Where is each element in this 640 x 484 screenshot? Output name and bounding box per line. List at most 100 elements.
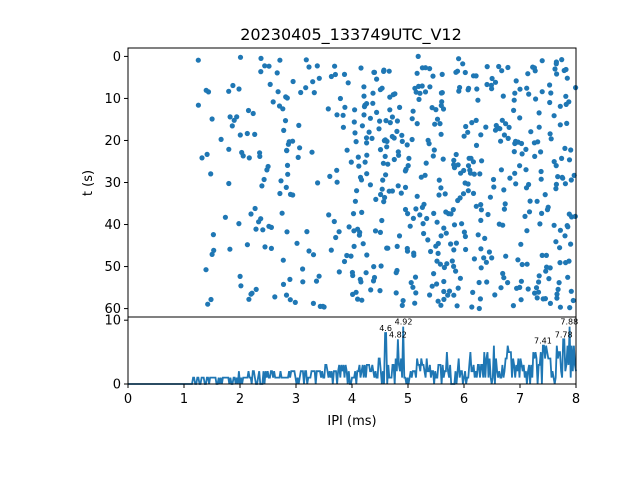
scatter-point (568, 288, 574, 294)
scatter-point (351, 243, 357, 249)
scatter-point (400, 298, 406, 304)
scatter-point (377, 87, 383, 93)
scatter-point (385, 161, 391, 167)
scatter-point (331, 218, 337, 225)
scatter-point (275, 89, 281, 95)
scatter-point (511, 97, 517, 103)
scatter-point (295, 154, 301, 160)
scatter-point (438, 90, 444, 96)
scatter-point (453, 151, 459, 158)
scatter-point (310, 79, 316, 85)
scatter-point (539, 210, 545, 216)
scatter-point (436, 192, 442, 198)
scatter-point (563, 66, 569, 73)
scatter-point (487, 194, 493, 200)
scatter-point (304, 229, 310, 235)
scatter-point (524, 85, 530, 91)
peak-label: 7.88 (560, 318, 578, 327)
scatter-point (398, 190, 404, 196)
peak-label: 4.82 (389, 330, 407, 339)
scatter-point (360, 241, 366, 247)
scatter-point (316, 75, 322, 81)
scatter-point (474, 86, 480, 92)
scatter-point (410, 284, 416, 290)
scatter-point (351, 119, 357, 125)
scatter-point (229, 123, 235, 129)
scatter-point (533, 96, 539, 102)
scatter-point (370, 100, 376, 106)
x-tick-label: 8 (572, 392, 580, 407)
scatter-point (391, 156, 397, 163)
scatter-point (547, 131, 553, 137)
scatter-point (538, 176, 544, 182)
scatter-point (237, 132, 243, 138)
scatter-point (473, 142, 480, 148)
scatter-point (461, 133, 467, 139)
scatter-point (408, 280, 414, 286)
x-axis-label: IPI (ms) (327, 414, 376, 429)
scatter-point (195, 57, 201, 63)
scatter-point (290, 78, 296, 85)
x-tick-label: 5 (404, 392, 412, 407)
scatter-point (369, 135, 375, 141)
scatter-point (570, 297, 576, 304)
scatter-point (361, 112, 367, 118)
top-y-ticks: 0 10 20 30 40 50 60 (104, 50, 128, 317)
scatter-point (499, 68, 505, 74)
scatter-point (311, 90, 317, 96)
scatter-point (383, 118, 389, 124)
scatter-point (326, 212, 332, 218)
scatter-point (459, 221, 465, 227)
scatter-point (417, 212, 423, 218)
scatter-point (404, 245, 410, 252)
scatter-point (341, 71, 348, 77)
scatter-point (557, 304, 564, 310)
scatter-point (437, 121, 443, 127)
scatter-point (285, 141, 291, 147)
scatter-point (332, 63, 338, 69)
scatter-point (237, 273, 243, 279)
scatter-point (358, 279, 364, 285)
scatter-point (363, 135, 370, 141)
scatter-point (568, 177, 574, 183)
y-tick-label: 0 (113, 378, 121, 393)
scatter-point (557, 260, 563, 266)
peak-label: 4.92 (395, 318, 413, 327)
scatter-point (240, 153, 246, 159)
scatter-point (451, 263, 457, 269)
scatter-point (230, 82, 236, 89)
scatter-point (524, 228, 530, 234)
scatter-point (382, 194, 388, 201)
scatter-point (344, 147, 350, 153)
scatter-point (363, 270, 369, 276)
scatter-point (306, 248, 312, 254)
scatter-point (525, 71, 531, 77)
scatter-point (438, 131, 444, 137)
scatter-point (482, 235, 488, 241)
scatter-point (395, 149, 401, 155)
scatter-point (371, 264, 377, 270)
x-tick-label: 1 (180, 392, 188, 407)
scatter-point (553, 181, 560, 187)
scatter-point (510, 107, 517, 113)
scatter-point (491, 184, 497, 190)
scatter-point (492, 292, 498, 298)
scatter-point (310, 252, 317, 258)
scatter-point (434, 219, 440, 225)
scatter-point (303, 57, 309, 63)
scatter-point (500, 93, 506, 99)
scatter-point (555, 174, 561, 180)
scatter-point (448, 241, 454, 247)
scatter-point (427, 66, 433, 72)
scatter-point (556, 280, 562, 286)
peak-label: 7.78 (555, 330, 573, 339)
scatter-point (383, 172, 389, 178)
scatter-point (376, 126, 382, 132)
scatter-point (287, 297, 293, 303)
scatter-point (402, 206, 409, 213)
scatter-point (506, 124, 512, 130)
scatter-point (444, 261, 450, 267)
scatter-point (441, 225, 447, 231)
y-tick-label: 50 (104, 260, 121, 275)
scatter-point (478, 202, 484, 208)
